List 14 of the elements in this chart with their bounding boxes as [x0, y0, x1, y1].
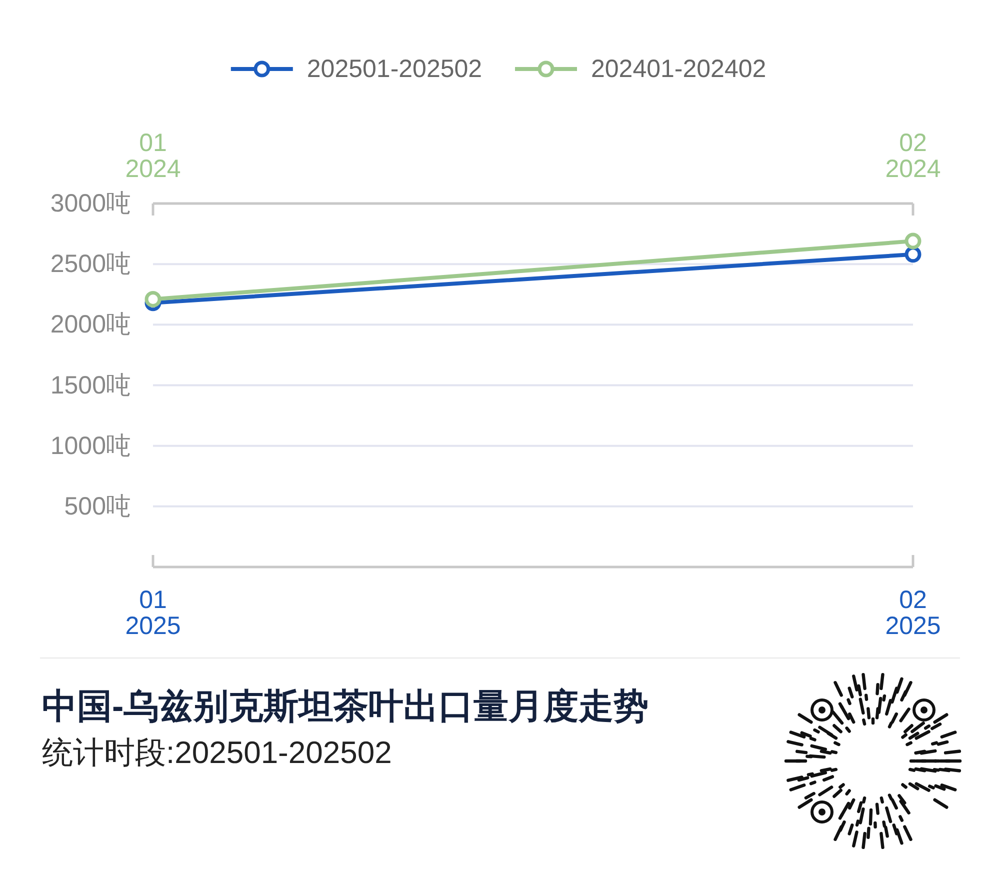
text: 中国-乌兹别克斯坦茶叶出口量月度走势	[42, 686, 649, 726]
y-tick-label: 500吨	[64, 492, 131, 520]
x2-tick-label: 01 2024	[125, 129, 181, 183]
y-tick-label: 3000吨	[50, 190, 131, 218]
y-tick-label: 2500吨	[50, 250, 131, 278]
x2-tick-label: 02 2024	[885, 129, 941, 183]
text: 统计时段:202501-202502	[42, 734, 392, 770]
legend-label: 202501-202502	[306, 55, 482, 83]
y-tick-label: 1000吨	[50, 432, 131, 460]
y-tick-label: 2000吨	[50, 310, 131, 339]
x-tick-label: 02 2025	[885, 586, 941, 640]
x-tick-label: 01 2025	[125, 586, 181, 640]
y-tick-label: 1500吨	[50, 371, 131, 400]
legend-label: 202401-202402	[591, 55, 766, 83]
